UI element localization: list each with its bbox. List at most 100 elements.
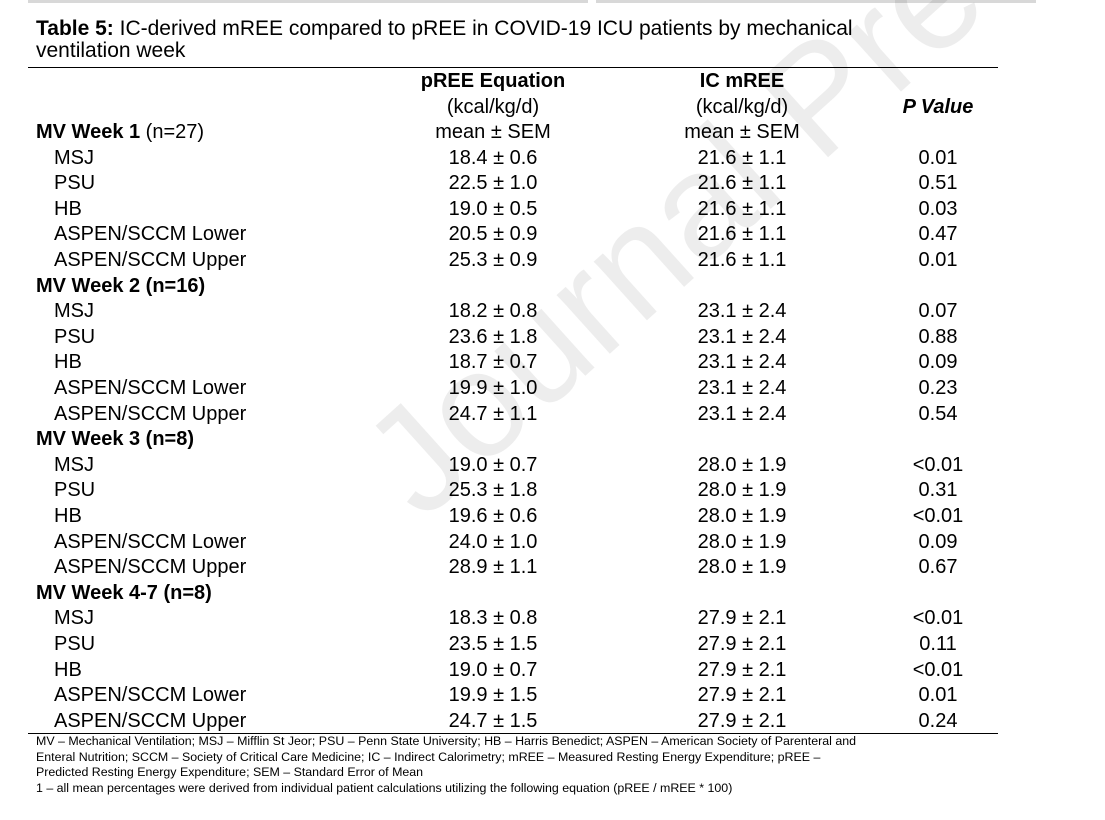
table-row: HB 19.6 ± 0.6 28.0 ± 1.9 <0.01 — [0, 504, 1105, 530]
p-value: 0.07 — [918, 300, 958, 323]
ic-mree-value: 28.0 ± 1.9 — [697, 453, 787, 476]
table-row: ASPEN/SCCM Upper 28.9 ± 1.1 28.0 ± 1.9 0.67 — [0, 555, 1105, 581]
page-edge-shadow-left — [28, 0, 588, 3]
table-caption: Table 5: IC-derived mREE compared to pRE… — [36, 18, 976, 62]
table-row: ASPEN/SCCM Upper 24.7 ± 1.5 27.9 ± 2.1 0.24 — [0, 709, 1105, 735]
ic-mree-value: 23.1 ± 2.4 — [697, 351, 787, 374]
group-title: MV Week 2 (n=16) — [36, 274, 206, 297]
pree-value: 19.6 ± 0.6 — [448, 505, 538, 527]
p-value: 0.23 — [918, 377, 958, 399]
footnote-line: MV – Mechanical Ventilation; MSJ – Miffl… — [36, 734, 856, 748]
table-footnotes: MV – Mechanical Ventilation; MSJ – Miffl… — [36, 734, 996, 796]
ic-mree-value: 27.9 ± 2.1 — [697, 633, 787, 655]
equation-label: ASPEN/SCCM Upper — [54, 709, 247, 732]
table-row: ASPEN/SCCM Lower 19.9 ± 1.5 27.9 ± 2.1 0.01 — [0, 683, 1105, 709]
pree-value: 23.6 ± 1.8 — [448, 325, 538, 348]
group-title: MV Week 4-7 (n=8) — [36, 581, 212, 604]
ic-mree-value: 28.0 ± 1.9 — [697, 505, 787, 527]
ic-mree-value: 28.0 ± 1.9 — [697, 479, 787, 502]
equation-label: PSU — [54, 479, 96, 502]
caption-text-continued: ventilation week — [36, 39, 186, 62]
table-row: PSU 25.3 ± 1.8 28.0 ± 1.9 0.31 — [0, 478, 1105, 504]
table-row: ASPEN/SCCM Lower 24.0 ± 1.0 28.0 ± 1.9 0.09 — [0, 530, 1105, 556]
group-header-row: MV Week 3 (n=8) — [0, 427, 1105, 453]
pree-value: 19.0 ± 0.7 — [448, 658, 538, 681]
col-header-ic-unit: (kcal/kg/d) — [695, 96, 789, 118]
p-value: 0.51 — [918, 172, 958, 195]
caption-text: IC-derived mREE compared to pREE in COVI… — [113, 17, 853, 40]
equation-label: ASPEN/SCCM Upper — [54, 249, 247, 271]
col-header-pree-stat: mean ± SEM — [435, 121, 551, 143]
group-label: MV Week 2 (n=16) — [36, 274, 205, 300]
col-header-p-value: P Value — [902, 96, 974, 118]
table-row: ASPEN/SCCM Lower 19.9 ± 1.0 23.1 ± 2.4 0.23 — [0, 376, 1105, 402]
ic-mree-value: 23.1 ± 2.4 — [697, 300, 787, 323]
pree-value: 24.0 ± 1.0 — [448, 530, 538, 553]
table-row: PSU 23.6 ± 1.8 23.1 ± 2.4 0.88 — [0, 325, 1105, 351]
equation-label: HB — [54, 351, 82, 374]
equation-label: MSJ — [54, 146, 94, 169]
equation-label: ASPEN/SCCM Upper — [54, 556, 247, 579]
ic-mree-value: 27.9 ± 2.1 — [697, 709, 787, 732]
pree-value: 24.7 ± 1.5 — [448, 709, 538, 732]
col-header-pree-title: pREE Equation — [420, 70, 566, 92]
table-row: HB 19.0 ± 0.7 27.9 ± 2.1 <0.01 — [0, 658, 1105, 684]
group-label: MV Week 3 (n=8) — [36, 427, 194, 453]
ic-mree-value: 28.0 ± 1.9 — [697, 530, 787, 553]
equation-label: ASPEN/SCCM Lower — [54, 223, 247, 246]
equation-label: MSJ — [54, 300, 94, 323]
p-value: 0.88 — [918, 325, 958, 348]
group-header-row: MV Week 2 (n=16) — [0, 274, 1105, 300]
col-header-ic-stat: mean ± SEM — [684, 121, 800, 143]
p-value: <0.01 — [912, 658, 964, 681]
ic-mree-value: 21.6 ± 1.1 — [697, 223, 787, 246]
pree-value: 20.5 ± 0.9 — [448, 223, 538, 246]
pree-value: 18.3 ± 0.8 — [448, 607, 538, 630]
pree-value: 23.5 ± 1.5 — [448, 633, 538, 655]
group-header-row: MV Week 4-7 (n=8) — [0, 581, 1105, 607]
caption-label: Table 5: — [36, 17, 114, 40]
group-title: MV Week 3 (n=8) — [36, 428, 195, 451]
equation-label: HB — [54, 197, 82, 220]
table-row: MSJ 18.2 ± 0.8 23.1 ± 2.4 0.07 — [0, 299, 1105, 325]
pree-value: 22.5 ± 1.0 — [448, 172, 538, 195]
equation-label: MSJ — [54, 453, 94, 476]
p-value: 0.03 — [918, 197, 958, 220]
p-value: 0.47 — [918, 223, 958, 246]
footnote-line: 1 – all mean percentages were derived fr… — [36, 780, 733, 795]
pree-value: 19.9 ± 1.0 — [448, 377, 538, 399]
ic-mree-value: 21.6 ± 1.1 — [697, 249, 787, 271]
pree-value: 19.0 ± 0.7 — [448, 453, 538, 476]
table-row: HB 18.7 ± 0.7 23.1 ± 2.4 0.09 — [0, 350, 1105, 376]
pree-value: 18.7 ± 0.7 — [448, 351, 538, 374]
equation-label: HB — [54, 658, 82, 681]
table-row: MSJ 19.0 ± 0.7 28.0 ± 1.9 <0.01 — [0, 453, 1105, 479]
p-value: 0.01 — [918, 249, 958, 271]
ic-mree-value: 23.1 ± 2.4 — [697, 325, 787, 348]
group-label: MV Week 1 (n=27) — [36, 120, 204, 146]
table-top-rule — [28, 67, 998, 68]
table-row: PSU 23.5 ± 1.5 27.9 ± 2.1 0.11 — [0, 632, 1105, 658]
table-bottom-rule — [28, 733, 998, 734]
pree-value: 25.3 ± 1.8 — [448, 479, 538, 502]
equation-label: ASPEN/SCCM Lower — [54, 684, 247, 707]
pree-value: 19.0 ± 0.5 — [448, 197, 538, 220]
table-row: ASPEN/SCCM Lower 20.5 ± 0.9 21.6 ± 1.1 0.47 — [0, 222, 1105, 248]
table-row: ASPEN/SCCM Upper 25.3 ± 0.9 21.6 ± 1.1 0.01 — [0, 248, 1105, 274]
table-row: PSU 22.5 ± 1.0 21.6 ± 1.1 0.51 — [0, 171, 1105, 197]
ic-mree-value: 21.6 ± 1.1 — [697, 146, 787, 169]
p-value: <0.01 — [912, 505, 964, 527]
p-value: 0.54 — [918, 402, 958, 425]
group-n: (n=27) — [140, 121, 205, 143]
ic-mree-value: 23.1 ± 2.4 — [697, 402, 787, 425]
ic-mree-value: 27.9 ± 2.1 — [697, 684, 787, 707]
page-edge-shadow-right — [596, 0, 1036, 3]
equation-label: PSU — [54, 172, 96, 195]
pree-value: 18.2 ± 0.8 — [448, 300, 538, 323]
pree-value: 25.3 ± 0.9 — [448, 249, 538, 271]
p-value: <0.01 — [912, 607, 964, 630]
p-value: 0.01 — [918, 684, 958, 707]
ic-mree-value: 27.9 ± 2.1 — [697, 658, 787, 681]
ic-mree-value: 27.9 ± 2.1 — [697, 607, 787, 630]
footnote-line: Predicted Resting Energy Expenditure; SE… — [36, 765, 424, 779]
